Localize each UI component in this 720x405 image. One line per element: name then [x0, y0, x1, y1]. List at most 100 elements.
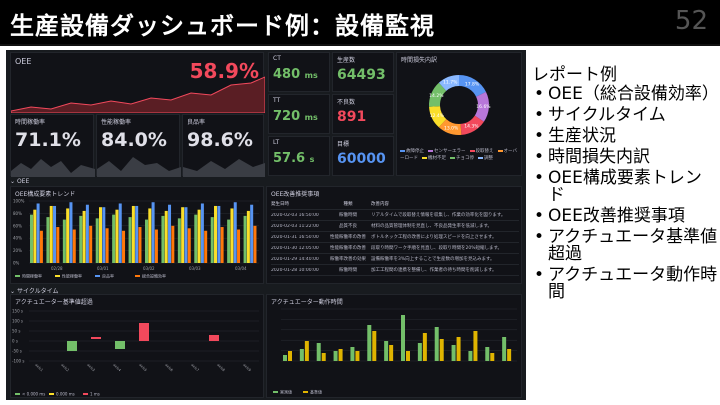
x-tick-label: axis4 [112, 363, 122, 373]
quality-label: 良品率 [187, 119, 206, 126]
trend-bar [197, 209, 201, 263]
trend-bar [237, 229, 241, 263]
x-tick-label: 02/28 [51, 266, 63, 271]
availability-sparkline [11, 159, 95, 177]
trend-legend-swatch [135, 275, 140, 277]
x-tick-label: axis5 [138, 363, 147, 372]
actuator-time-bar [372, 331, 377, 361]
trend-bar [53, 205, 57, 263]
actuator-legend-swatch [15, 393, 20, 395]
donut-slice [429, 82, 447, 107]
trend-bar [246, 210, 250, 263]
table-cell: 2020-01-29 14:40:00 [271, 256, 319, 262]
donut-legend-item: オーバーロード [400, 149, 517, 161]
trend-bar [79, 215, 83, 263]
donut-legend-item: 機材不足 [422, 156, 446, 161]
table-cell: 2020-01-28 10:00:00 [271, 267, 319, 273]
actuator-time-chart: 実測値 基準値 [273, 308, 517, 395]
bullet-item: アクチュエータ動作時間 [532, 267, 718, 301]
table-cell: 設備稼働率を3%向上することで生産数の増加を見込みます。 [371, 257, 495, 262]
trend-bar [243, 215, 247, 263]
reco-title: OEE改善推奨事項 [271, 191, 320, 198]
actuator-legend-label: 0.000 ms [56, 392, 75, 397]
trend-legend-label: 総合設備効率 [142, 273, 166, 279]
trend-bar [233, 202, 237, 263]
trend-bar [39, 230, 43, 263]
slide-number: 52 [674, 6, 708, 36]
table-cell: 材料の品質管理体制を見直し、不良品発生率を低減します。 [371, 224, 493, 229]
tt-label: TT [273, 97, 281, 104]
actuator-legend-label: 基準値 [310, 389, 322, 395]
trend-bar [161, 215, 165, 263]
trend-bar [187, 228, 191, 263]
trend-bar [151, 202, 155, 263]
donut-slice [438, 75, 459, 91]
trend-bar [122, 230, 126, 263]
trend-bar [227, 219, 231, 263]
donut-slice-label: 13.0% [444, 126, 459, 132]
target-value: 60000 [337, 151, 386, 167]
lt-value: 57.6 s [273, 151, 315, 166]
trend-bar [36, 203, 40, 263]
bullet-item: OEE改善推奨事項 [532, 208, 718, 226]
actuator-time-bar [299, 349, 304, 361]
trend-legend-label: 良品率 [102, 273, 114, 279]
lt-label: LT [273, 139, 280, 146]
quality-sparkline [183, 159, 265, 177]
table-cell: 2020-01-30 12:05:00 [271, 245, 319, 251]
donut-legend-item: 調整 [478, 156, 493, 161]
trend-bar [214, 205, 218, 263]
actuator-time-bar [451, 345, 456, 361]
actuator-time-bar [304, 341, 309, 361]
y-tick-label: 50 s [12, 329, 20, 334]
performance-value: 84.0% [101, 129, 167, 151]
table-row: 2020-01-30 12:05:00 性能稼働率の改善 段取り時間ワーク手順を見直… [271, 243, 519, 254]
oee-value: 58.9% [189, 59, 259, 83]
table-cell: 2020-02-03 16:50:00 [271, 212, 319, 218]
trend-legend-label: 性能稼働率 [62, 273, 82, 279]
dashboard-screenshot: OEE 58.9% 時間稼働率 71.1% 性能稼働率 84.0% 良品率 98… [6, 50, 526, 400]
section-oee[interactable]: ⌄ OEE [10, 178, 30, 185]
trend-bar [168, 204, 172, 263]
table-cell: 性能稼働率の改善 [330, 235, 366, 240]
x-tick-label: axis9 [242, 363, 251, 372]
donut-legend-item: 故障停止 [400, 149, 424, 154]
donut-slice-label: 14.2% [429, 93, 444, 99]
trend-bar [194, 214, 198, 263]
section-cycle[interactable]: ⌄ サイクルタイム [10, 288, 59, 295]
production-value: 64493 [337, 67, 386, 83]
bullet-item: サイクルタイム [532, 107, 718, 125]
availability-label: 時間稼働率 [15, 119, 46, 126]
donut-slice [460, 115, 484, 135]
table-cell: 2020-01-31 16:50:00 [271, 234, 319, 240]
trend-bar [33, 209, 37, 263]
donut-legend-item: センサーエラー [428, 149, 466, 154]
trend-bar [102, 207, 106, 263]
tt-panel: TT 720 ms [268, 94, 330, 134]
trend-bar [62, 219, 66, 263]
actuator-legend-swatch [83, 393, 88, 395]
time-loss-title: 時間損失内訳 [401, 57, 438, 64]
actuator-time-bar [283, 355, 287, 361]
trend-bar [135, 205, 139, 263]
actuator-time-bar [367, 325, 372, 361]
trend-bar [220, 227, 224, 263]
y-tick-label: 150 s [12, 309, 23, 314]
actuator-exceed-bar [91, 337, 101, 339]
table-row: 2020-02-03 16:50:00 稼働時間 リアルタイムで段取替え情報を収集し… [271, 210, 519, 221]
trend-bar [181, 207, 185, 263]
actuator-time-bar [439, 339, 444, 361]
trend-bar [118, 203, 122, 263]
trend-bar [217, 205, 221, 263]
actuator-time-bar [406, 351, 410, 361]
table-cell: 稼働率改善の効果 [330, 257, 366, 262]
x-tick-label: 03/03 [189, 266, 201, 271]
actuator-time-bar [333, 351, 338, 361]
y-tick-label: -50 s [12, 349, 22, 354]
actuator-legend-label: < 0.000 ms [22, 392, 45, 397]
time-loss-legend: 故障停止 センサーエラー 段取替え オーバーロード 機材不足 チョコ停 調整 [400, 148, 520, 162]
trend-bar [171, 225, 175, 263]
donut-slice [459, 75, 486, 97]
actuator-exceed-bar [67, 341, 77, 351]
trend-bar [115, 209, 119, 263]
